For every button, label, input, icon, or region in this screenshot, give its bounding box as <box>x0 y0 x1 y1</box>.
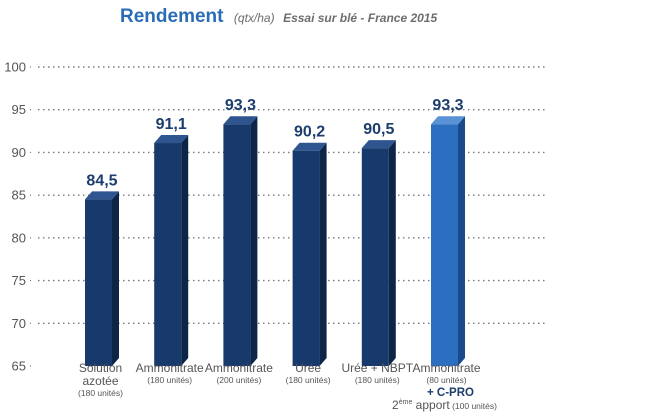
y-tick-label: 70 <box>12 316 26 331</box>
chart-subtitle: Essai sur blé - France 2015 <box>283 11 437 25</box>
category-label: Ammonitrate(200 unités) <box>205 361 273 385</box>
bar <box>292 142 327 366</box>
category-name: Ammonitrate <box>205 361 273 375</box>
bar-top <box>85 191 119 200</box>
bar <box>431 116 465 366</box>
bar <box>361 140 396 366</box>
category-name: Solution <box>79 361 122 375</box>
bar-front <box>154 143 182 366</box>
y-tick-label: 100 <box>4 60 26 75</box>
y-tick-label: 65 <box>12 359 26 374</box>
chart-title-unit: (qtx/ha) <box>234 11 275 25</box>
category-dose: (180 unités) <box>78 388 123 398</box>
chart-title-line: Rendement (qtx/ha) Essai sur blé - Franc… <box>120 6 437 27</box>
category-name: Urée <box>295 361 321 375</box>
y-tick-label: 95 <box>12 102 26 117</box>
category-label: Urée + NBPT(180 unités) <box>341 361 413 385</box>
bar-top <box>292 142 327 151</box>
bar-side <box>388 140 396 366</box>
category-label: Urée(180 unités) <box>286 361 331 385</box>
category-extra: + C-PRO <box>427 387 474 399</box>
category-dose: (80 unités) <box>426 375 466 385</box>
chart-title: Rendement <box>120 6 224 27</box>
category-name: azotée <box>82 374 118 388</box>
bar <box>223 116 258 366</box>
value-label: 90,2 <box>294 124 325 141</box>
category-name: Ammonitrate <box>136 361 204 375</box>
bar-front <box>292 150 320 366</box>
bar-side <box>181 135 189 366</box>
category-name: Urée + NBPT <box>341 361 413 375</box>
bar-front <box>85 199 112 366</box>
bars <box>85 116 465 366</box>
bar-top <box>223 116 258 125</box>
bar <box>85 191 119 366</box>
category-dose: (200 unités) <box>216 375 261 385</box>
y-tick-label: 85 <box>12 188 26 203</box>
bar-front <box>223 124 251 366</box>
category-label: Ammonitrate(180 unités) <box>136 361 204 385</box>
y-tick-label: 80 <box>12 230 26 245</box>
bar-top <box>154 135 189 144</box>
bar <box>154 135 189 366</box>
bar-top <box>361 140 396 149</box>
category-dose: (180 unités) <box>286 375 331 385</box>
bar-top <box>431 116 465 125</box>
value-label: 91,1 <box>156 116 187 133</box>
value-label: 90,5 <box>363 121 394 138</box>
value-labels: 84,5 91,1 93,3 90,2 90,5 93,3 <box>86 97 463 189</box>
category-dose: (180 unités) <box>355 375 400 385</box>
category-dose: (180 unités) <box>147 375 192 385</box>
bar-front <box>361 148 389 366</box>
bar-side <box>250 116 258 366</box>
bar-side <box>458 116 465 366</box>
bar-side <box>319 142 327 366</box>
y-axis-ticks: 65 70 75 80 85 90 95 100 <box>4 60 33 374</box>
category-footer: 2ème apport (100 unités) <box>392 398 497 412</box>
value-label: 93,3 <box>225 97 256 114</box>
bar-front <box>431 124 458 366</box>
value-label: 84,5 <box>86 172 117 189</box>
bar-side <box>112 191 119 366</box>
y-tick-label: 75 <box>12 273 26 288</box>
category-name: Ammonitrate <box>412 361 480 375</box>
value-label: 93,3 <box>432 97 463 114</box>
y-tick-label: 90 <box>12 145 26 160</box>
